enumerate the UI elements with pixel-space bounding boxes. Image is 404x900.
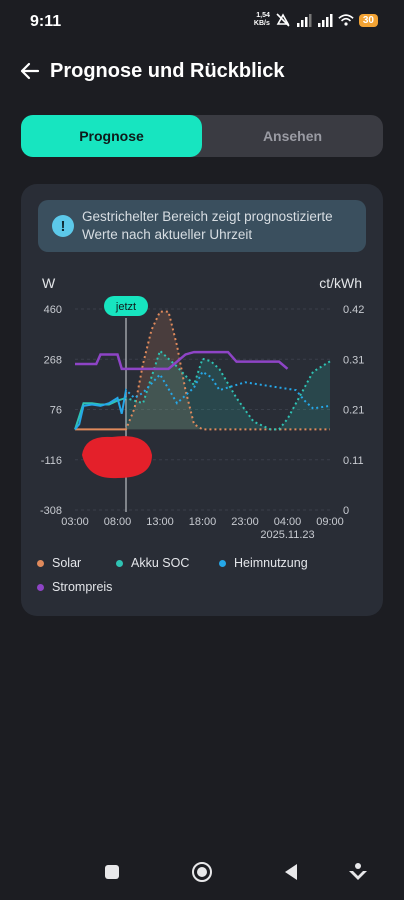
info-text: Gestrichelter Bereich zeigt prognostizie… — [82, 209, 333, 242]
legend-label: Strompreis — [52, 580, 113, 594]
wifi-icon — [338, 14, 354, 26]
mute-icon — [276, 13, 290, 27]
header: Prognose und Rückblick — [0, 50, 404, 94]
home-button[interactable] — [190, 860, 214, 884]
signal-icon — [317, 14, 333, 27]
status-bar: 9:11 1,54 KB/s 30 — [0, 0, 404, 44]
legend-label: Solar — [52, 556, 82, 570]
legend-dot — [219, 559, 226, 567]
chart-card: ! Gestrichelter Bereich zeigt prognostiz… — [21, 184, 383, 616]
legend-dot — [37, 559, 44, 567]
battery-icon: 30 — [358, 13, 378, 27]
legend-item-solar: Solar — [37, 556, 81, 570]
legend-dot — [116, 559, 123, 567]
net-speed-unit: KB/s — [253, 20, 270, 27]
back-button[interactable] — [279, 860, 303, 884]
legend-label: Akku SOC — [131, 556, 190, 570]
net-speed-value: 1,54 — [256, 12, 270, 19]
legend-label: Heimnutzung — [234, 556, 308, 570]
tab-switcher: Prognose Ansehen — [21, 115, 383, 157]
page-title: Prognose und Rückblick — [50, 60, 285, 82]
legend-item-akku-soc: Akku SOC — [116, 556, 189, 570]
tab-ansehen[interactable]: Ansehen — [262, 128, 323, 144]
legend-dot — [37, 583, 44, 591]
legend-item-strompreis: Strompreis — [37, 580, 112, 594]
system-nav-bar — [0, 848, 404, 898]
status-time: 9:11 — [30, 13, 62, 30]
arrow-left-icon[interactable] — [18, 59, 42, 83]
recents-button[interactable] — [100, 860, 124, 884]
signal-icon — [296, 14, 312, 27]
net-speed: 1,54 KB/s — [254, 12, 270, 28]
tab-prognose[interactable]: Prognose — [21, 115, 202, 157]
legend-item-heimnutzung: Heimnutzung — [219, 556, 308, 570]
info-icon: ! — [52, 215, 74, 237]
info-banner: ! Gestrichelter Bereich zeigt prognostiz… — [38, 200, 366, 252]
assist-button[interactable] — [346, 860, 370, 884]
status-icons: 1,54 KB/s 30 — [254, 12, 378, 28]
